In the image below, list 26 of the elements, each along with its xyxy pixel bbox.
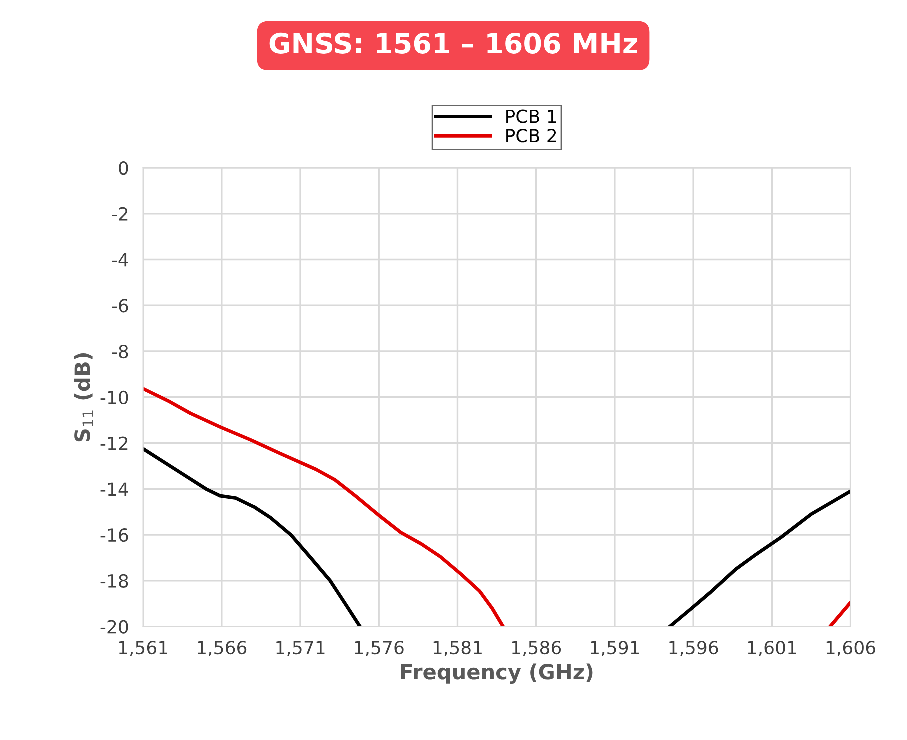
y-tick-label: -6 [112, 299, 128, 313]
x-tick-label: 1,601 [748, 640, 796, 656]
y-tick-label: -18 [100, 574, 128, 588]
chart-title: GNSS: 1561 – 1606 MHz [270, 32, 638, 54]
y-tick-label: -8 [112, 344, 128, 359]
y-tick-label: -16 [100, 528, 128, 542]
y-tick-label: 0 [119, 161, 128, 176]
legend-label: PCB 1 [506, 110, 556, 124]
y-axis-title: S$_{11}$ (dB) [74, 353, 94, 442]
x-tick-label: 1,581 [434, 640, 482, 656]
y-tick-label: -2 [112, 207, 128, 221]
y-tick-label: -12 [100, 436, 128, 450]
y-tick-label: -20 [100, 620, 128, 634]
legend-label: PCB 2 [506, 129, 556, 143]
y-tick-label: -10 [100, 390, 128, 404]
y-tick-label: -14 [100, 482, 128, 496]
x-tick-label: 1,586 [512, 640, 562, 656]
x-tick-label: 1,606 [826, 640, 876, 656]
x-tick-label: 1,571 [276, 641, 325, 656]
x-tick-label: 1,591 [591, 640, 640, 656]
x-tick-label: 1,576 [355, 640, 404, 656]
x-tick-label: 1,561 [119, 640, 168, 656]
y-tick-label: -4 [112, 253, 128, 267]
x-axis-title: Frequency (GHz) [402, 664, 593, 684]
x-tick-label: 1,596 [670, 640, 718, 656]
x-tick-label: 1,566 [198, 640, 247, 656]
